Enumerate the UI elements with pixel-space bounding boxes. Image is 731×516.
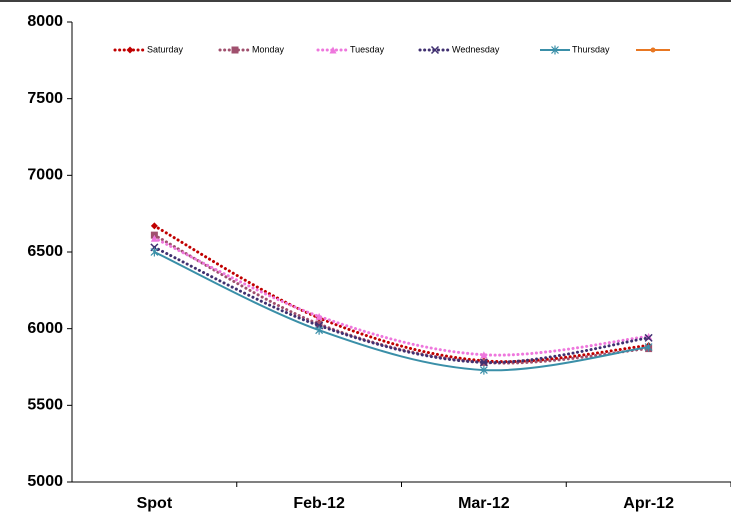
legend-label: Monday	[252, 44, 285, 54]
y-tick-label: 8000	[27, 13, 63, 30]
marker	[315, 325, 324, 335]
marker	[479, 358, 488, 367]
legend-label: Saturday	[147, 44, 184, 54]
series-line	[152, 236, 651, 357]
x-tick-label: Mar-12	[458, 495, 510, 512]
y-tick-label: 5500	[27, 397, 63, 414]
legend-item: Thursday	[540, 44, 610, 55]
marker	[480, 351, 488, 359]
y-tick-label: 6500	[27, 243, 63, 260]
series-line	[152, 245, 651, 364]
marker	[479, 365, 488, 375]
legend-label: Thursday	[572, 44, 610, 54]
legend-item: Monday	[218, 44, 285, 54]
y-tick-label: 5000	[27, 473, 63, 490]
marker	[150, 222, 158, 230]
x-tick-label: Spot	[137, 495, 173, 512]
marker	[315, 312, 323, 320]
marker	[644, 333, 653, 342]
marker	[430, 45, 440, 55]
marker	[150, 247, 159, 257]
legend-label: Tuesday	[350, 44, 385, 54]
legend-label: Wednesday	[452, 44, 500, 54]
series	[150, 234, 653, 359]
marker	[150, 234, 158, 242]
legend-item: Wednesday	[418, 44, 500, 55]
marker	[551, 45, 559, 55]
marker	[644, 342, 653, 352]
y-tick-label: 6000	[27, 320, 63, 337]
x-tick-label: Apr-12	[623, 495, 674, 512]
legend-blank-entry	[636, 47, 670, 53]
marker	[126, 46, 134, 54]
series	[150, 247, 653, 375]
series-line	[152, 233, 651, 365]
y-tick-label: 7000	[27, 167, 63, 184]
marker	[329, 46, 337, 54]
marker	[315, 320, 323, 328]
legend-item: Saturday	[113, 44, 184, 54]
marker	[645, 332, 653, 340]
series-line	[153, 251, 649, 372]
y-tick-label: 7500	[27, 90, 63, 107]
marker	[231, 46, 239, 54]
series-line	[152, 224, 651, 364]
legend-item: Tuesday	[316, 44, 385, 54]
x-tick-label: Feb-12	[293, 495, 345, 512]
series	[150, 222, 653, 365]
